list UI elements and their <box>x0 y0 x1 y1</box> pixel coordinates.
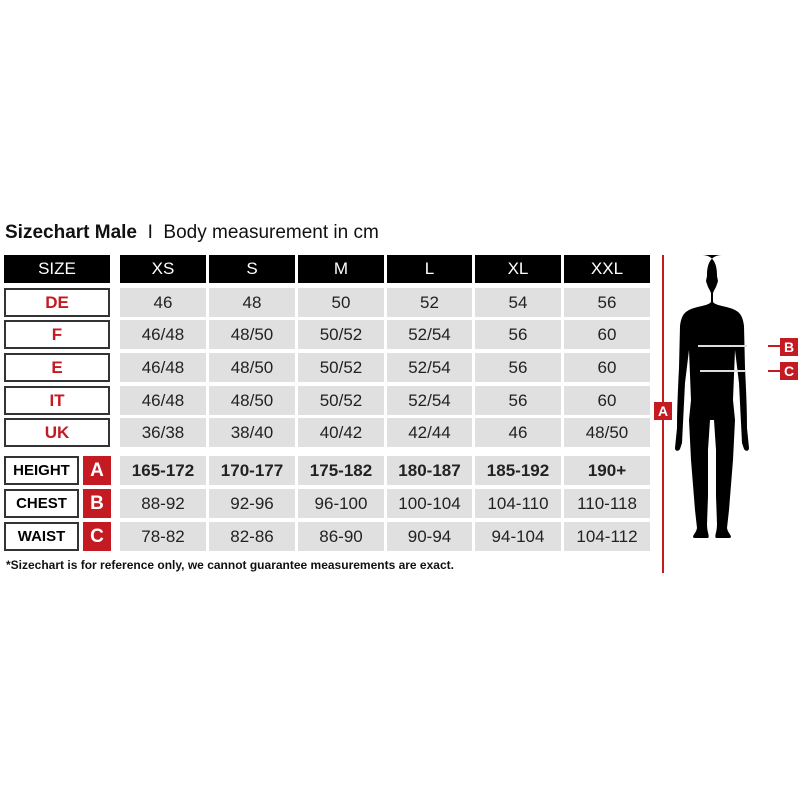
marker-c <box>780 362 798 380</box>
letter-badge: C <box>83 522 111 551</box>
table-cell: 52 <box>387 288 472 317</box>
table-cell: 36/38 <box>120 418 206 447</box>
table-cell: 96-100 <box>298 489 384 518</box>
marker-a-label: A <box>658 403 668 419</box>
row-label-e: E <box>4 353 110 382</box>
row-label-chest: CHEST <box>4 489 79 518</box>
letter-badge: B <box>83 489 111 518</box>
table-cell: 110-118 <box>564 489 650 518</box>
table-cell: 50/52 <box>298 320 384 349</box>
table-cell: 78-82 <box>120 522 206 551</box>
marker-c-label: C <box>784 363 794 379</box>
header-size-xl: XL <box>475 255 561 283</box>
table-cell: 48/50 <box>564 418 650 447</box>
table-cell: 52/54 <box>387 353 472 382</box>
row-label-height: HEIGHT <box>4 456 79 485</box>
table-cell: 48/50 <box>209 353 295 382</box>
table-cell: 104-112 <box>564 522 650 551</box>
table-cell: 40/42 <box>298 418 384 447</box>
table-cell: 46/48 <box>120 320 206 349</box>
table-cell: 46/48 <box>120 386 206 415</box>
table-cell: 48/50 <box>209 320 295 349</box>
table-cell: 92-96 <box>209 489 295 518</box>
table-cell: 90-94 <box>387 522 472 551</box>
table-cell: 50/52 <box>298 353 384 382</box>
table-cell: 52/54 <box>387 320 472 349</box>
table-cell: 56 <box>475 320 561 349</box>
table-cell: 100-104 <box>387 489 472 518</box>
table-cell: 60 <box>564 386 650 415</box>
header-size-label: SIZE <box>4 255 110 283</box>
table-cell: 185-192 <box>475 456 561 485</box>
title-separator: I <box>147 222 153 243</box>
header-size-s: S <box>209 255 295 283</box>
row-label-waist: WAIST <box>4 522 79 551</box>
row-label-f: F <box>4 320 110 349</box>
row-label-de: DE <box>4 288 110 317</box>
row-label-it: IT <box>4 386 110 415</box>
title-main: Sizechart Male <box>5 222 137 243</box>
body-figure: A B C <box>654 255 798 573</box>
table-cell: 52/54 <box>387 386 472 415</box>
table-cell: 170-177 <box>209 456 295 485</box>
table-cell: 94-104 <box>475 522 561 551</box>
table-cell: 38/40 <box>209 418 295 447</box>
table-cell: 50 <box>298 288 384 317</box>
table-cell: 88-92 <box>120 489 206 518</box>
letter-badge: A <box>83 456 111 485</box>
table-cell: 46 <box>475 418 561 447</box>
table-cell: 48 <box>209 288 295 317</box>
table-cell: 190+ <box>564 456 650 485</box>
table-cell: 42/44 <box>387 418 472 447</box>
marker-b <box>780 338 798 356</box>
table-cell: 54 <box>475 288 561 317</box>
table-cell: 56 <box>475 386 561 415</box>
table-cell: 60 <box>564 353 650 382</box>
marker-b-label: B <box>784 339 794 355</box>
table-cell: 86-90 <box>298 522 384 551</box>
header-size-xxl: XXL <box>564 255 650 283</box>
table-cell: 104-110 <box>475 489 561 518</box>
header-size-m: M <box>298 255 384 283</box>
page-title: Sizechart Male I Body measurement in cm <box>5 222 379 244</box>
footnote: *Sizechart is for reference only, we can… <box>6 558 454 572</box>
body-silhouette-icon <box>675 255 749 538</box>
table-cell: 48/50 <box>209 386 295 415</box>
marker-a <box>654 402 672 420</box>
table-cell: 46/48 <box>120 353 206 382</box>
table-cell: 56 <box>564 288 650 317</box>
table-cell: 180-187 <box>387 456 472 485</box>
table-cell: 165-172 <box>120 456 206 485</box>
row-label-uk: UK <box>4 418 110 447</box>
table-cell: 82-86 <box>209 522 295 551</box>
title-sub: Body measurement in cm <box>163 222 379 243</box>
table-cell: 175-182 <box>298 456 384 485</box>
table-cell: 56 <box>475 353 561 382</box>
table-cell: 50/52 <box>298 386 384 415</box>
table-cell: 46 <box>120 288 206 317</box>
header-size-l: L <box>387 255 472 283</box>
table-cell: 60 <box>564 320 650 349</box>
header-size-xs: XS <box>120 255 206 283</box>
